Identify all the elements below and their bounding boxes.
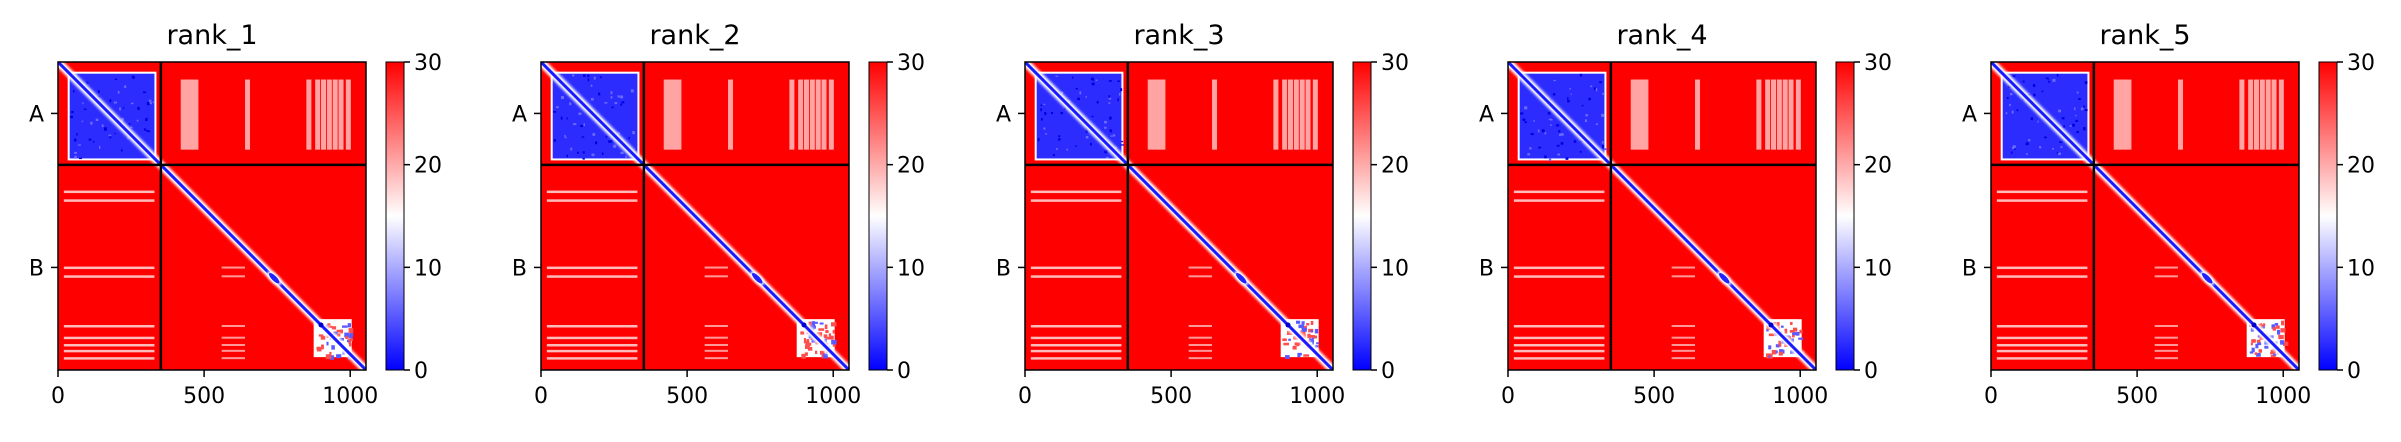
heatmap-image <box>541 62 849 370</box>
panel-title: rank_4 <box>1616 20 1707 51</box>
chain-label: A <box>1479 102 1494 127</box>
colorbar-tick-label: 20 <box>414 154 442 179</box>
panel-title: rank_1 <box>166 20 257 51</box>
chain-label: B <box>512 256 527 281</box>
colorbar-frame <box>2318 61 2338 371</box>
colorbar-frame <box>1352 61 1372 371</box>
colorbar-tick-label: 20 <box>1864 154 1892 179</box>
pae-panel: rank_3 0 500 1000 A B 0 10 20 30 <box>996 20 1409 409</box>
colorbar <box>1836 62 1854 370</box>
x-tick-label: 0 <box>1984 384 1998 409</box>
colorbar-tick-label: 20 <box>2347 154 2375 179</box>
colorbar-tick-label: 0 <box>1864 359 1878 384</box>
heatmap-image <box>1508 62 1816 370</box>
colorbar-tick-label: 10 <box>414 256 442 281</box>
colorbar-tick-label: 0 <box>2347 359 2361 384</box>
colorbar-frame <box>385 61 405 371</box>
x-tick-label: 500 <box>183 384 225 409</box>
chain-label: B <box>996 256 1011 281</box>
panel-title: rank_2 <box>649 20 740 51</box>
chain-label: B <box>29 256 44 281</box>
x-tick-label: 1000 <box>322 384 378 409</box>
colorbar-tick-label: 20 <box>1381 154 1409 179</box>
colorbar-tick-label: 30 <box>1381 51 1409 76</box>
x-tick-label: 0 <box>51 384 65 409</box>
colorbar-tick-label: 0 <box>1381 359 1395 384</box>
plot-frame <box>540 61 850 371</box>
colorbar-frame <box>1835 61 1855 371</box>
colorbar-tick-label: 30 <box>897 51 925 76</box>
pae-panel: rank_1 0 500 1000 A B 0 10 20 30 <box>29 20 442 409</box>
chain-label: A <box>996 102 1011 127</box>
colorbar-frame <box>868 61 888 371</box>
x-tick-label: 500 <box>1633 384 1675 409</box>
x-tick-label: 0 <box>1501 384 1515 409</box>
panel-title: rank_3 <box>1133 20 1224 51</box>
colorbar-tick-label: 30 <box>2347 51 2375 76</box>
chain-label: A <box>29 102 44 127</box>
pae-panel: rank_5 0 500 1000 A B 0 10 20 30 <box>1962 20 2375 409</box>
plot-frame <box>1990 61 2300 371</box>
panel-title: rank_5 <box>2099 20 2190 51</box>
pae-panel: rank_4 0 500 1000 A B 0 10 20 30 <box>1479 20 1892 409</box>
chain-label: B <box>1962 256 1977 281</box>
colorbar <box>386 62 404 370</box>
x-tick-label: 1000 <box>1289 384 1345 409</box>
colorbar-tick-label: 0 <box>414 359 428 384</box>
colorbar-tick-label: 20 <box>897 154 925 179</box>
chain-label: B <box>1479 256 1494 281</box>
heatmap-image <box>1025 62 1333 370</box>
colorbar-tick-label: 0 <box>897 359 911 384</box>
colorbar-tick-label: 30 <box>1864 51 1892 76</box>
plot-frame <box>1507 61 1817 371</box>
chain-label: A <box>1962 102 1977 127</box>
x-tick-label: 500 <box>1150 384 1192 409</box>
colorbar <box>1353 62 1371 370</box>
pae-panel: rank_2 0 500 1000 A B 0 10 20 30 <box>512 20 925 409</box>
x-tick-label: 500 <box>666 384 708 409</box>
x-tick-label: 0 <box>534 384 548 409</box>
x-tick-label: 1000 <box>2255 384 2311 409</box>
colorbar <box>869 62 887 370</box>
plot-frame <box>1024 61 1334 371</box>
colorbar-tick-label: 30 <box>414 51 442 76</box>
colorbar-tick-label: 10 <box>897 256 925 281</box>
x-tick-label: 1000 <box>805 384 861 409</box>
chain-label: A <box>512 102 527 127</box>
plot-frame <box>57 61 367 371</box>
colorbar-tick-label: 10 <box>2347 256 2375 281</box>
x-tick-label: 0 <box>1018 384 1032 409</box>
x-tick-label: 500 <box>2116 384 2158 409</box>
heatmap-image <box>1991 62 2299 370</box>
x-tick-label: 1000 <box>1772 384 1828 409</box>
colorbar <box>2319 62 2337 370</box>
colorbar-tick-label: 10 <box>1864 256 1892 281</box>
colorbar-tick-label: 10 <box>1381 256 1409 281</box>
heatmap-image <box>58 62 366 370</box>
